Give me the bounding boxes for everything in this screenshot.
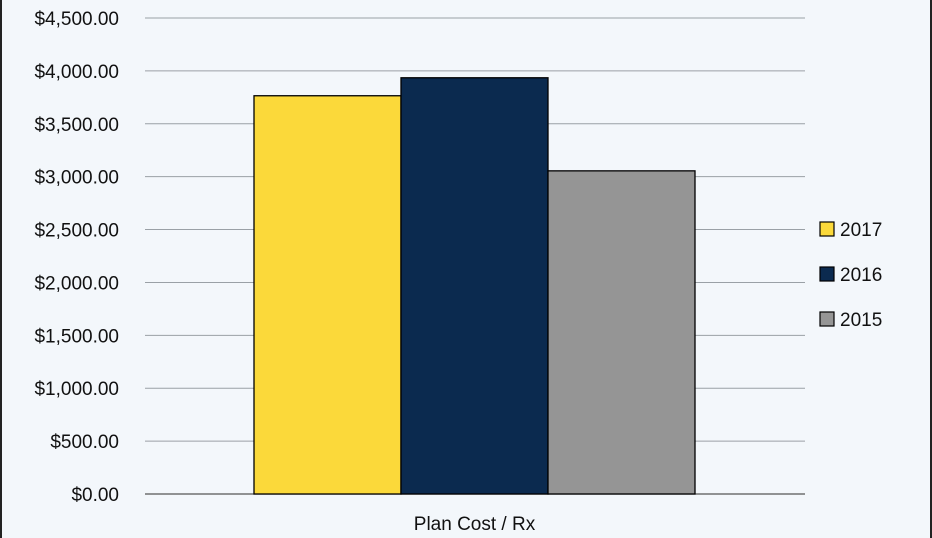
bar-2017 <box>253 95 402 495</box>
x-axis: Plan Cost / Rx <box>414 514 536 535</box>
y-tick-label: $2,500.00 <box>34 221 119 242</box>
legend-label-2015: 2015 <box>840 310 882 331</box>
bar-2016 <box>400 77 549 495</box>
y-tick-label: $4,500.00 <box>34 9 119 30</box>
bar-2015 <box>547 170 696 495</box>
y-tick-label: $0.00 <box>71 485 119 506</box>
legend-swatch-2015 <box>819 311 835 327</box>
legend-label-2017: 2017 <box>840 220 882 241</box>
y-tick-label: $2,000.00 <box>34 273 119 294</box>
y-axis-tick-labels: $0.00 $500.00 $1,000.00 $1,500.00 $2,000.00 $… <box>34 9 119 506</box>
legend-swatch-2017 <box>819 221 835 237</box>
legend-swatch-2016 <box>819 266 835 282</box>
legend-label-2016: 2016 <box>840 265 882 286</box>
y-tick-label: $4,000.00 <box>34 62 119 83</box>
x-category-label: Plan Cost / Rx <box>414 514 536 535</box>
y-tick-label: $1,500.00 <box>34 326 119 347</box>
y-tick-label: $3,000.00 <box>34 168 119 189</box>
y-tick-label: $1,000.00 <box>34 379 119 400</box>
y-tick-label: $500.00 <box>50 432 119 453</box>
legend: 2017 2016 2015 <box>819 220 882 331</box>
bars <box>253 77 696 495</box>
y-tick-label: $3,500.00 <box>34 115 119 136</box>
